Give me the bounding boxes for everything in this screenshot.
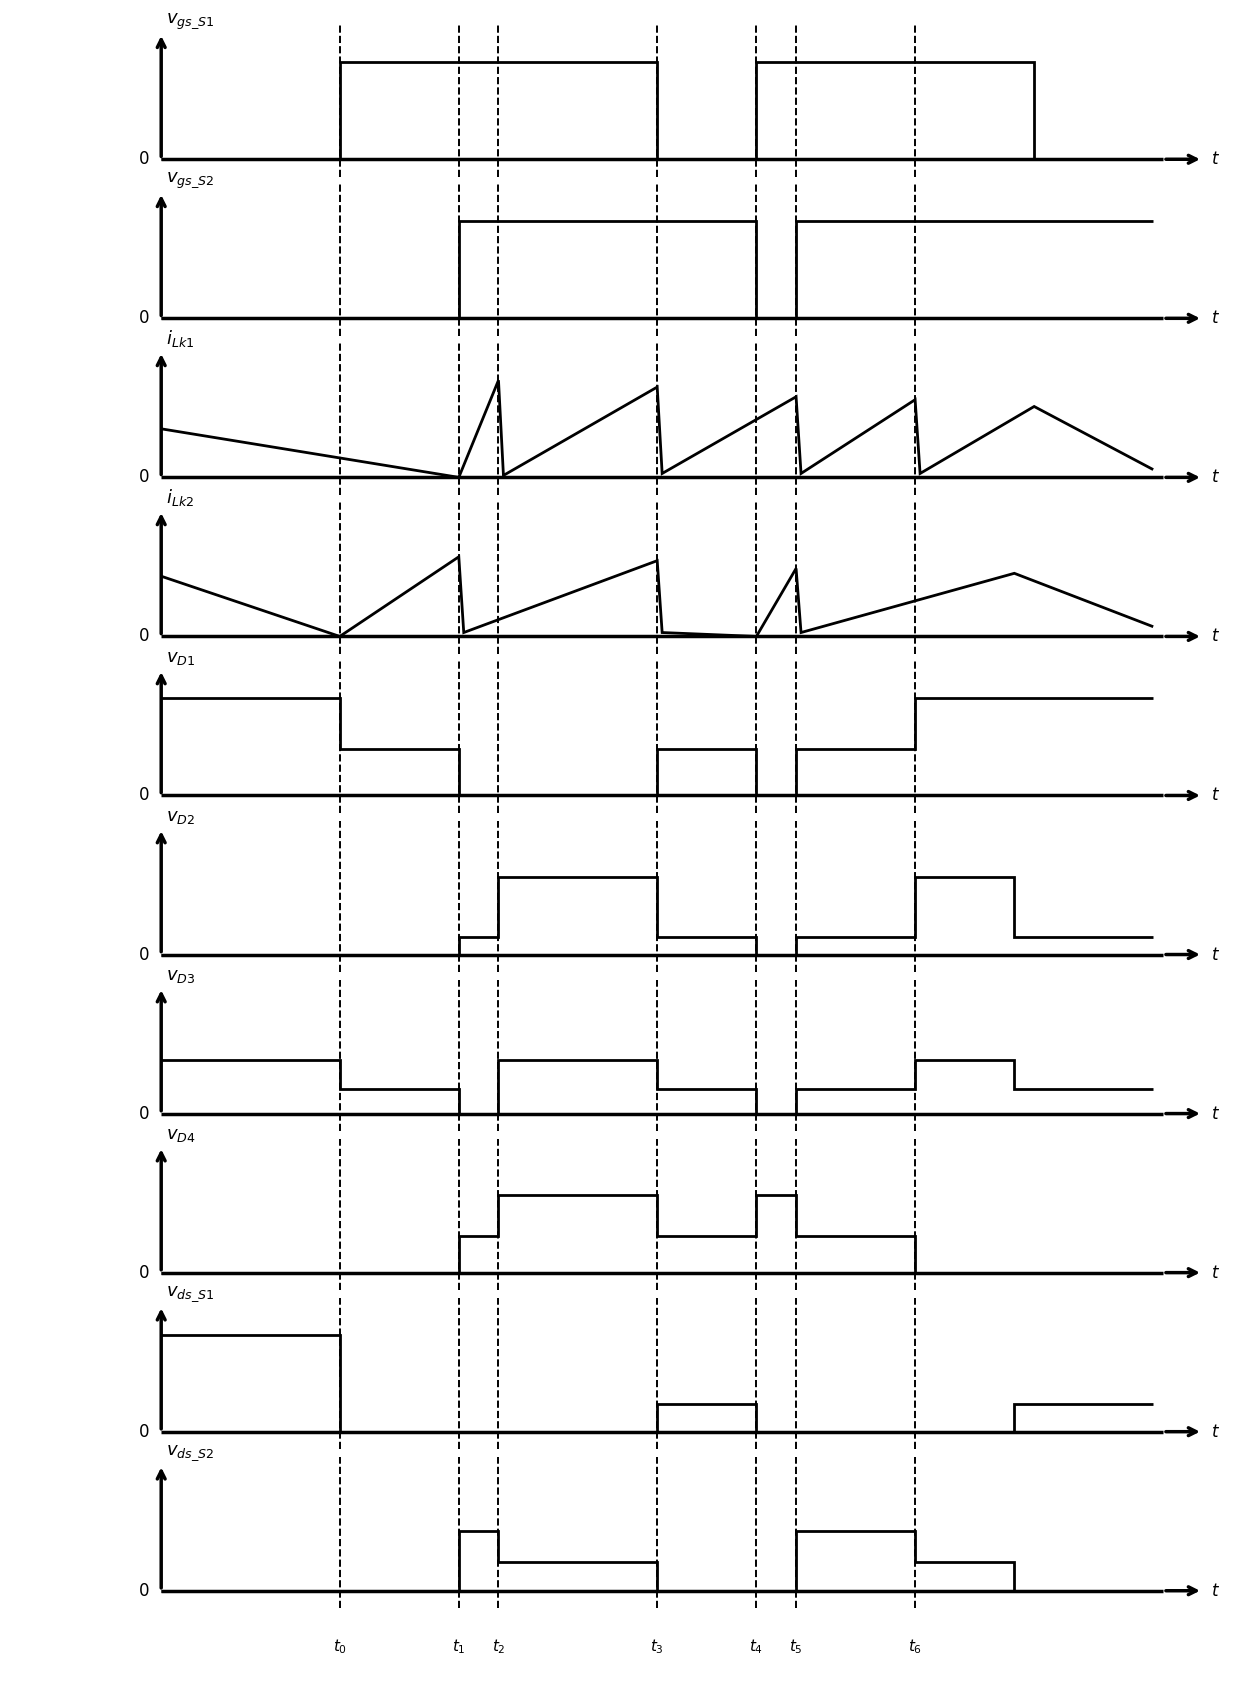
Text: $t$: $t$	[1210, 310, 1220, 327]
Text: $t$: $t$	[1210, 945, 1220, 963]
Text: $t_3$: $t_3$	[650, 1637, 665, 1655]
Text: $0$: $0$	[138, 310, 149, 327]
Text: $t_1$: $t_1$	[451, 1637, 466, 1655]
Text: $i_{Lk1}$: $i_{Lk1}$	[166, 328, 195, 349]
Text: $0$: $0$	[138, 786, 149, 805]
Text: $t$: $t$	[1210, 150, 1220, 168]
Text: $t$: $t$	[1210, 1105, 1220, 1123]
Text: $t$: $t$	[1210, 1423, 1220, 1442]
Text: $v_{D2}$: $v_{D2}$	[166, 808, 195, 827]
Text: $0$: $0$	[138, 945, 149, 963]
Text: $0$: $0$	[138, 468, 149, 487]
Text: $0$: $0$	[138, 1581, 149, 1600]
Text: $t_4$: $t_4$	[749, 1637, 764, 1655]
Text: $0$: $0$	[138, 1423, 149, 1442]
Text: $0$: $0$	[138, 150, 149, 168]
Text: $t_0$: $t_0$	[332, 1637, 347, 1655]
Text: $v_{D1}$: $v_{D1}$	[166, 650, 196, 667]
Text: $t_5$: $t_5$	[789, 1637, 804, 1655]
Text: $0$: $0$	[138, 1263, 149, 1282]
Text: $0$: $0$	[138, 1105, 149, 1123]
Text: $v_{ds\_S1}$: $v_{ds\_S1}$	[166, 1285, 215, 1303]
Text: $t_6$: $t_6$	[908, 1637, 923, 1655]
Text: $i_{Lk2}$: $i_{Lk2}$	[166, 487, 195, 509]
Text: $v_{gs\_S1}$: $v_{gs\_S1}$	[166, 12, 215, 30]
Text: $v_{D4}$: $v_{D4}$	[166, 1127, 196, 1145]
Text: $t$: $t$	[1210, 468, 1220, 487]
Text: $v_{D3}$: $v_{D3}$	[166, 967, 196, 985]
Text: $0$: $0$	[138, 628, 149, 645]
Text: $t$: $t$	[1210, 1581, 1220, 1600]
Text: $t$: $t$	[1210, 1263, 1220, 1282]
Text: $v_{ds\_S2}$: $v_{ds\_S2}$	[166, 1443, 215, 1463]
Text: $t$: $t$	[1210, 628, 1220, 645]
Text: $t_2$: $t_2$	[491, 1637, 506, 1655]
Text: $t$: $t$	[1210, 786, 1220, 805]
Text: $v_{gs\_S2}$: $v_{gs\_S2}$	[166, 170, 215, 190]
